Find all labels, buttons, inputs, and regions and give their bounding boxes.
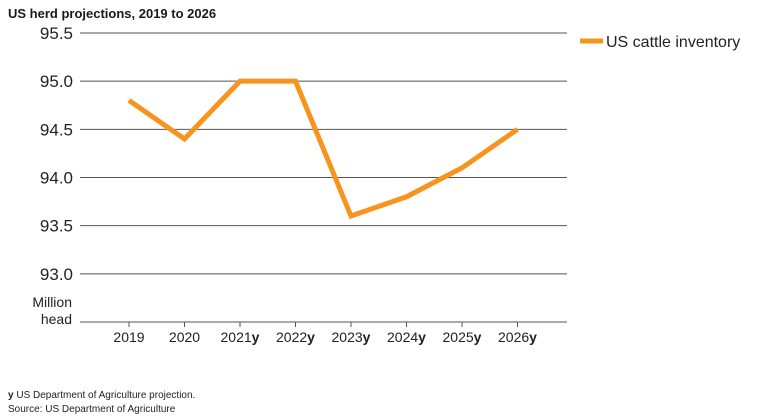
data-point [128,99,130,101]
data-point [517,128,518,130]
data-point [239,80,241,82]
data-point [184,138,185,140]
data-point [461,167,463,169]
footnote-marker: y [8,390,14,401]
x-tick-label: 2019 [113,329,144,345]
y-tick-label: 93.5 [40,217,73,236]
x-tick-label: 2025y [443,329,482,345]
y-tick-label: 93.0 [40,265,73,284]
data-point [295,80,296,82]
y-tick-label: 95.5 [40,24,73,43]
footnote-source: Source: US Department of Agriculture [8,404,176,415]
x-tick-label: 2026y [498,329,537,345]
series-line-cattle-inventory [127,78,519,220]
x-tick-label: 2023y [332,329,371,345]
grid-lines [80,32,567,323]
y-tick-label: 95.0 [40,72,73,91]
y-axis-ticks: 95.5 95.0 94.5 94.0 93.5 93.0 [40,24,73,284]
x-tick-label: 2020 [169,329,200,345]
x-axis-ticks: 2019 2020 2021y 2022y 2023y 2024y 2025y 2026y [113,322,537,345]
footnote-projection-text: US Department of Agriculture projection. [14,390,196,401]
legend: US cattle inventory [580,34,740,51]
series-layer [127,78,519,220]
x-tick-label: 2024y [387,329,426,345]
x-tick-label: 2022y [276,329,315,345]
data-point [350,215,352,217]
footnote-projection: y US Department of Agriculture projectio… [8,390,195,401]
y-tick-label: 94.5 [40,120,73,139]
x-tick-label: 2021y [221,329,260,345]
legend-label: US cattle inventory [606,34,740,51]
y-unit-label-line1: Million [32,294,72,310]
y-unit-label-line2: head [41,311,72,327]
data-point [406,196,407,198]
y-tick-label: 94.0 [40,169,73,188]
chart-title: US herd projections, 2019 to 2026 [8,6,216,21]
